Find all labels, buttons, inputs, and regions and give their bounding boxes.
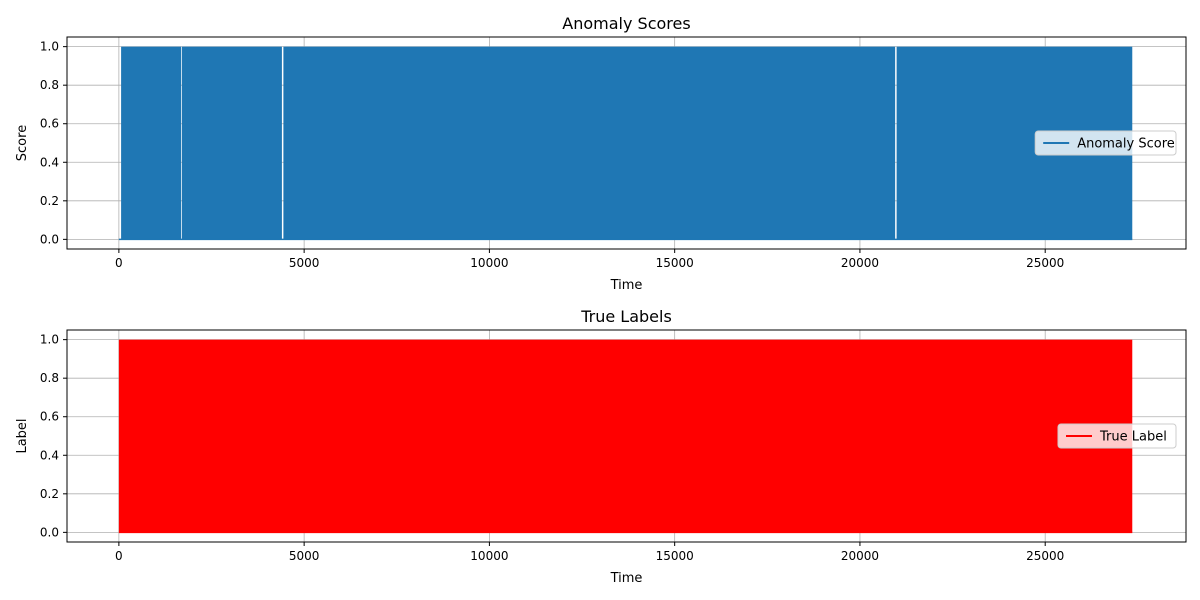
x-axis-label: Time <box>610 278 643 293</box>
x-tick-label: 20000 <box>841 256 879 270</box>
x-tick-label: 15000 <box>656 549 694 563</box>
x-axis-label: Time <box>610 571 643 586</box>
legend-box <box>1057 423 1177 449</box>
y-tick-label: 0.4 <box>40 155 59 169</box>
series-true-label <box>118 339 1133 534</box>
subplot-2: True Labels 0 5000 10000 15000 20000 25000 0.0 0… <box>15 307 1187 586</box>
y-tick-label: 0.8 <box>40 78 59 92</box>
y-tick-label: 0.4 <box>40 448 59 462</box>
chart-title: Anomaly Scores <box>562 14 690 33</box>
x-tick-label: 25000 <box>1026 549 1064 563</box>
x-tick-label: 15000 <box>656 256 694 270</box>
axes-frame <box>66 329 1187 543</box>
y-tick-label: 1.0 <box>40 333 59 347</box>
y-tick-label: 0.6 <box>40 117 59 131</box>
series-band <box>118 339 1133 533</box>
x-tick-label: 25000 <box>1026 256 1064 270</box>
series-band <box>181 46 282 240</box>
legend-label: Anomaly Score <box>1077 137 1175 152</box>
y-tick-label: 0.8 <box>40 371 59 385</box>
legend: True Label <box>1057 423 1177 449</box>
series-anomaly-score <box>118 46 1133 241</box>
legend-box <box>1034 130 1177 156</box>
y-axis-label: Label <box>15 418 30 453</box>
subplot-1: Anomaly Scores 0 5000 10000 15000 20000 25000 0… <box>15 14 1187 293</box>
y-tick-label: 0.6 <box>40 410 59 424</box>
y-tick-label: 0.0 <box>40 232 59 246</box>
x-tick-label: 5000 <box>289 549 320 563</box>
x-tick-label: 0 <box>115 256 123 270</box>
legend: Anomaly Score <box>1034 130 1177 156</box>
y-tick-label: 0.2 <box>40 194 59 208</box>
y-tick-label: 0.0 <box>40 525 59 539</box>
x-tick-label: 10000 <box>470 256 508 270</box>
y-tick-label: 1.0 <box>40 40 59 54</box>
series-band <box>121 46 182 240</box>
x-tick-label: 5000 <box>289 256 320 270</box>
x-tick-label: 0 <box>115 549 123 563</box>
chart-title: True Labels <box>580 307 672 326</box>
series-band <box>283 46 896 240</box>
y-tick-label: 0.2 <box>40 487 59 501</box>
legend-label: True Label <box>1099 430 1167 445</box>
x-tick-label: 10000 <box>470 549 508 563</box>
y-axis-label: Score <box>15 125 30 161</box>
x-tick-label: 20000 <box>841 549 879 563</box>
axes-frame <box>66 36 1187 250</box>
